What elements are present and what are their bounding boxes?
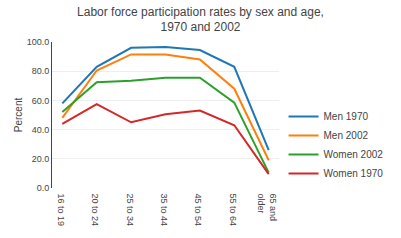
- svg-text:55 to 64: 55 to 64: [228, 194, 238, 227]
- svg-text:Men 2002: Men 2002: [324, 130, 369, 141]
- svg-text:Labor force participation rate: Labor force participation rates by sex a…: [77, 5, 324, 35]
- svg-text:Women 2002: Women 2002: [324, 149, 384, 160]
- svg-text:60.0: 60.0: [32, 96, 50, 106]
- svg-text:25 to 34: 25 to 34: [125, 194, 135, 227]
- svg-text:20 to 24: 20 to 24: [90, 194, 100, 227]
- svg-text:16 to 19: 16 to 19: [56, 194, 66, 227]
- svg-text:0.0: 0.0: [37, 183, 50, 193]
- svg-text:Women 1970: Women 1970: [324, 168, 384, 179]
- svg-text:Percent: Percent: [13, 98, 24, 133]
- svg-text:65 andolder: 65 andolder: [256, 194, 278, 222]
- svg-text:45 to 54: 45 to 54: [193, 194, 203, 227]
- svg-text:20.0: 20.0: [32, 154, 50, 164]
- svg-text:100.0: 100.0: [27, 37, 50, 47]
- svg-text:35 to 44: 35 to 44: [159, 194, 169, 227]
- svg-text:80.0: 80.0: [32, 66, 50, 76]
- svg-text:Men 1970: Men 1970: [324, 111, 369, 122]
- svg-text:40.0: 40.0: [32, 125, 50, 135]
